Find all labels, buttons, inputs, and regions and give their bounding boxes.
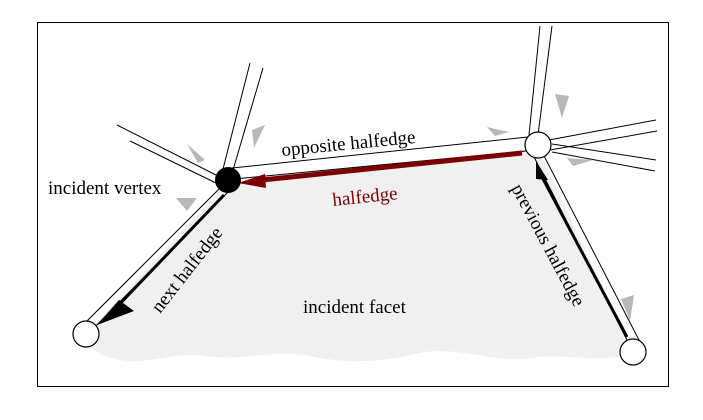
next-halfedge-arrow (97, 193, 226, 325)
orientation-hints (176, 94, 634, 321)
left-vertex (72, 320, 100, 348)
right-vertex (524, 131, 552, 159)
incident-facet-region (86, 148, 633, 362)
incident-vertex-label: incident vertex (48, 178, 162, 199)
halfedge-arrow (238, 150, 523, 188)
diagram-frame (37, 22, 669, 387)
incident-vertex-dot (215, 167, 241, 193)
incident-facet-label: incident facet (303, 297, 407, 318)
mesh-edges (79, 25, 658, 343)
previous-halfedge-arrow (536, 161, 629, 338)
bottom-right-vertex (619, 338, 647, 366)
